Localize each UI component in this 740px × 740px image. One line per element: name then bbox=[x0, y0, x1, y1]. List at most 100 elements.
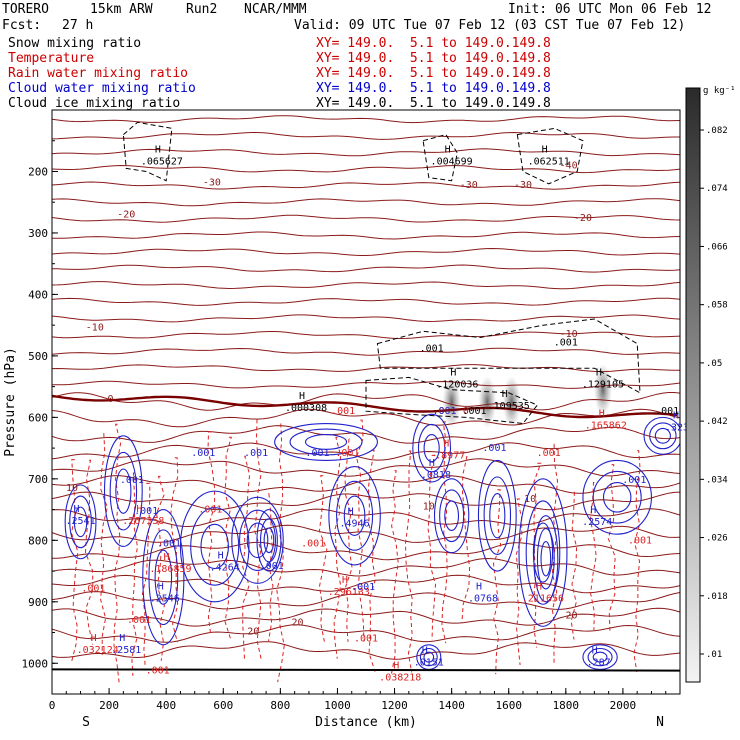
y-tick-label-0: 200 bbox=[28, 165, 48, 178]
maximum-marker-24: H bbox=[393, 661, 399, 672]
isotherm-9 bbox=[52, 264, 680, 273]
cloud-water-contour-11-0 bbox=[518, 478, 568, 627]
isotherm-15 bbox=[52, 364, 680, 373]
x-tick-label-6: 1200 bbox=[381, 699, 408, 712]
end-label-south: S bbox=[82, 715, 90, 730]
freezing-isotherm bbox=[52, 394, 678, 419]
x-tick-label-3: 600 bbox=[213, 699, 233, 712]
cloud-water-contour-10-0 bbox=[477, 459, 517, 572]
rain-contour-9 bbox=[224, 436, 232, 641]
maximum-label-13: .2574 bbox=[582, 517, 612, 528]
temperature-label-11: 10 bbox=[66, 483, 78, 494]
maximum-marker-23: H bbox=[422, 645, 428, 656]
contour-label-19: .001 bbox=[260, 561, 284, 572]
colorbar-tick-label-0: .01 bbox=[706, 650, 722, 660]
isotherm-1 bbox=[52, 131, 680, 140]
cloud-water-contour-5-1 bbox=[260, 518, 278, 563]
contour-label-4: .001 bbox=[331, 406, 355, 417]
cloud-water-contour-5-0 bbox=[256, 509, 282, 572]
colorbar-tick-label-8: .074 bbox=[706, 184, 728, 194]
contour-label-0: .001 bbox=[420, 344, 444, 355]
isotherm-22 bbox=[52, 475, 680, 494]
colorbar-tick-label-4: .042 bbox=[706, 417, 728, 427]
rain-contour-7 bbox=[170, 457, 179, 643]
x-tick-label-4: 800 bbox=[270, 699, 290, 712]
cloud-water-contour-14-2 bbox=[654, 427, 671, 444]
plot-frame bbox=[51, 109, 681, 695]
cloud-water-contour-8-1 bbox=[417, 423, 446, 473]
field-name-rain: Rain water mixing ratio bbox=[8, 66, 189, 81]
colorbar-tick-label-6: .058 bbox=[706, 301, 728, 311]
cloud-water-contour-12-0 bbox=[533, 515, 559, 603]
colorbar-tick-label-1: .018 bbox=[706, 592, 728, 602]
maximum-label-2: .062511 bbox=[528, 156, 570, 167]
cloud-water-contour-0-2 bbox=[73, 506, 88, 538]
snow-contour-0 bbox=[122, 121, 173, 182]
contour-label-5: .001 bbox=[191, 448, 215, 459]
maximum-label-22: .2581 bbox=[111, 645, 141, 656]
isotherm-14 bbox=[52, 347, 680, 356]
x-axis-label: Distance (km) bbox=[315, 715, 417, 730]
isotherm-0 bbox=[52, 115, 680, 124]
contour-label-24: .001 bbox=[146, 666, 170, 677]
contour-label-9: .001 bbox=[482, 443, 506, 454]
maximum-marker-21: H bbox=[91, 633, 97, 644]
header-fcst-label: Fcst: bbox=[2, 18, 42, 33]
contour-label-14: .001 bbox=[198, 505, 222, 516]
cloud-water-contour-2-2 bbox=[154, 549, 173, 605]
cloud-water-contour-13-1 bbox=[592, 470, 642, 524]
snow-shading-3 bbox=[593, 363, 612, 416]
header-fcst-value: 27 h bbox=[62, 18, 94, 33]
contour-label-18: .001 bbox=[628, 535, 652, 546]
maximum-label-25: .287 bbox=[587, 657, 611, 668]
field-xy-cloud-water: XY= 149.0. 5.1 to 149.0.149.8 bbox=[316, 81, 551, 96]
isotherm-3 bbox=[52, 164, 680, 174]
contour-label-10: .001 bbox=[537, 448, 561, 459]
cloud-water-contour-16-0 bbox=[582, 644, 618, 670]
snow-contour-1 bbox=[422, 134, 458, 182]
temperature-label-15: 20 bbox=[566, 610, 578, 621]
cloud-water-contour-14-0 bbox=[643, 416, 680, 455]
maximum-label-16: .4264 bbox=[210, 563, 240, 574]
cloud-water-contour-0-1 bbox=[69, 495, 92, 549]
cloud-water-contour-4-1 bbox=[238, 509, 277, 571]
rain-contour-0 bbox=[70, 459, 79, 663]
rain-contour-4 bbox=[131, 472, 139, 676]
rain-contour-2 bbox=[100, 433, 108, 655]
rain-contour-6 bbox=[155, 475, 165, 661]
maximum-marker-0: H bbox=[155, 144, 161, 155]
isotherm-11 bbox=[52, 297, 680, 306]
field-name-snow: Snow mixing ratio bbox=[8, 36, 142, 51]
isotherm-10 bbox=[52, 281, 680, 290]
maximum-marker-14: H bbox=[673, 410, 679, 421]
maximum-label-0: .065627 bbox=[141, 156, 183, 167]
cloud-water-contour-3-0 bbox=[179, 490, 250, 603]
cloud-water-contour-14-1 bbox=[649, 422, 677, 450]
cloud-water-contour-16-1 bbox=[587, 647, 613, 667]
surface-line bbox=[52, 668, 680, 672]
contour-label-23: .001 bbox=[354, 634, 378, 645]
rain-contour-8 bbox=[207, 431, 216, 635]
contour-label-17: .001 bbox=[301, 538, 325, 549]
rain-contour-25 bbox=[515, 498, 523, 666]
contour-label-15: .001 bbox=[622, 475, 646, 486]
maximum-label-14: .3236 bbox=[665, 422, 695, 433]
colorbar-tick-label-5: .05 bbox=[706, 359, 722, 369]
temperature-label-0: -30 bbox=[203, 178, 221, 189]
maximum-marker-25: H bbox=[592, 645, 598, 656]
temperature-label-13: 10 bbox=[524, 494, 536, 505]
contour-label-20: .001 bbox=[351, 582, 375, 593]
maximum-marker-19: H bbox=[476, 581, 482, 592]
rain-contour-18 bbox=[367, 449, 376, 672]
field-xy-cloud-ice: XY= 149.0. 5.1 to 149.0.149.8 bbox=[316, 96, 551, 111]
maximum-marker-20: H bbox=[536, 581, 542, 592]
colorbar-tick-label-2: .026 bbox=[706, 534, 728, 544]
rain-contour-5 bbox=[141, 482, 151, 668]
header-init: Init: 06 UTC Mon 06 Feb 12 bbox=[508, 2, 712, 17]
cloud-water-contour-11-1 bbox=[525, 500, 561, 605]
isotherm-20 bbox=[52, 442, 680, 461]
rain-contour-15 bbox=[333, 436, 342, 659]
maximum-label-9: .0818 bbox=[421, 470, 451, 481]
contour-label-6: .001 bbox=[244, 448, 268, 459]
maximum-label-23: .0151 bbox=[414, 657, 444, 668]
